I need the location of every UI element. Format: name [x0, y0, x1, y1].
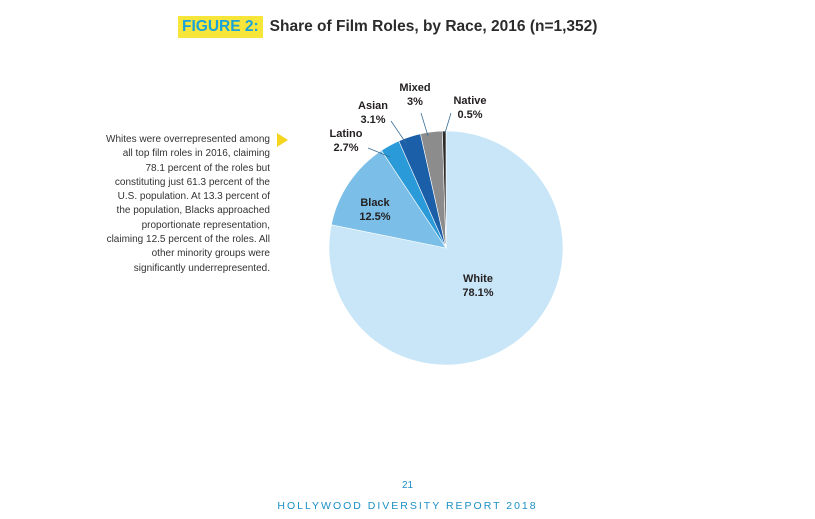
page-number: 21: [401, 480, 414, 491]
figure-badge: FIGURE 2:: [178, 16, 263, 38]
slice-label-mixed: Mixed: [399, 82, 430, 94]
slice-label-native: Native: [453, 95, 486, 107]
slice-label-latino: Latino: [330, 128, 363, 140]
slice-value-latino: 2.7%: [333, 142, 358, 154]
side-note: Whites were overrepresented among all to…: [106, 134, 270, 274]
report-footer: HOLLYWOOD DIVERSITY REPORT 2018: [277, 500, 538, 512]
leader-line-latino: [367, 147, 391, 158]
leader-line-native: [444, 112, 452, 134]
chart-title: Share of Film Roles, by Race, 2016 (n=1,…: [269, 18, 598, 35]
slice-label-black: Black: [360, 197, 390, 209]
pointer-arrow-icon: [277, 133, 288, 147]
slice-label-white: White: [463, 273, 493, 285]
pie-slice-black: [330, 150, 447, 249]
slice-value-native: 0.5%: [457, 109, 482, 121]
leader-line-mixed: [420, 112, 429, 137]
slice-label-asian: Asian: [358, 100, 388, 112]
slice-value-mixed: 3%: [407, 96, 423, 108]
slice-value-asian: 3.1%: [360, 114, 385, 126]
slice-value-white: 78.1%: [462, 287, 493, 299]
figure-title-row: FIGURE 2: Share of Film Roles, by Race, …: [178, 16, 597, 38]
slice-value-black: 12.5%: [359, 211, 390, 223]
leader-line-asian: [390, 120, 407, 144]
